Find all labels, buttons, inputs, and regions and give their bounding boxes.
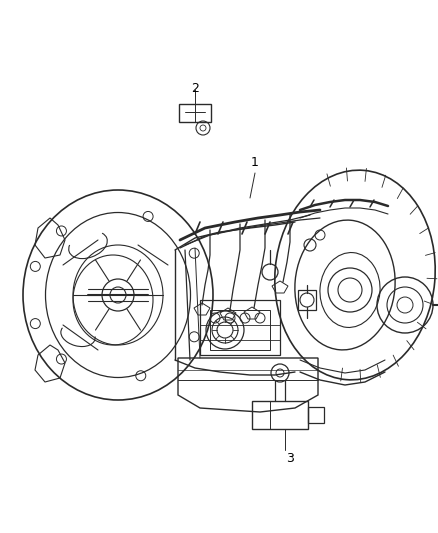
Text: 1: 1 [251,157,259,169]
Text: 3: 3 [286,451,294,464]
Text: 2: 2 [191,82,199,94]
